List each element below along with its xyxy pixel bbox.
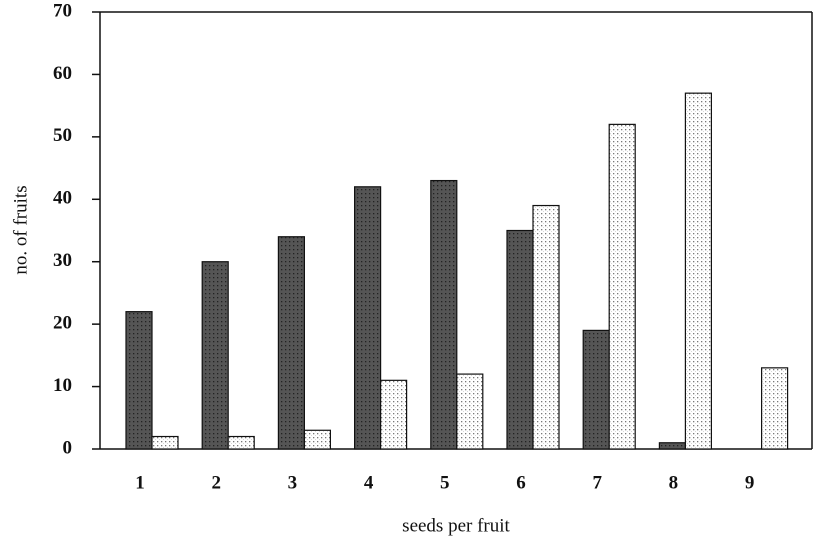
bar <box>125 311 153 450</box>
bar <box>303 429 331 450</box>
bar <box>760 367 789 450</box>
bar <box>354 186 382 450</box>
x-tick-label: 4 <box>364 472 374 493</box>
y-tick-label: 30 <box>53 250 72 271</box>
x-tick-label: 2 <box>211 472 221 493</box>
bar <box>582 329 610 450</box>
y-axis-title: no. of fruits <box>10 185 31 274</box>
bar <box>456 373 484 450</box>
bar <box>608 123 636 450</box>
x-tick-label: 6 <box>516 472 526 493</box>
bar <box>201 261 229 450</box>
y-tick-label: 20 <box>53 313 72 334</box>
bar <box>506 229 534 450</box>
x-tick-label: 3 <box>288 472 298 493</box>
x-axis-title: seeds per fruit <box>402 515 510 536</box>
x-tick-label: 1 <box>135 472 145 493</box>
y-tick-label: 60 <box>53 63 72 84</box>
bar <box>430 179 458 450</box>
x-tick-label: 5 <box>440 472 450 493</box>
bar <box>532 204 560 450</box>
y-tick-label: 10 <box>53 375 72 396</box>
bar <box>277 236 305 450</box>
y-tick-label: 0 <box>63 437 73 458</box>
bar <box>684 92 713 450</box>
bar <box>227 435 255 450</box>
y-tick-label: 70 <box>53 0 72 21</box>
x-tick-label: 8 <box>669 472 679 493</box>
bar <box>658 442 687 450</box>
x-tick-label: 9 <box>745 472 755 493</box>
y-tick-label: 40 <box>53 188 72 209</box>
bar <box>151 435 179 450</box>
x-tick-label: 7 <box>592 472 602 493</box>
bar <box>380 379 408 450</box>
y-tick-label: 50 <box>53 125 72 146</box>
